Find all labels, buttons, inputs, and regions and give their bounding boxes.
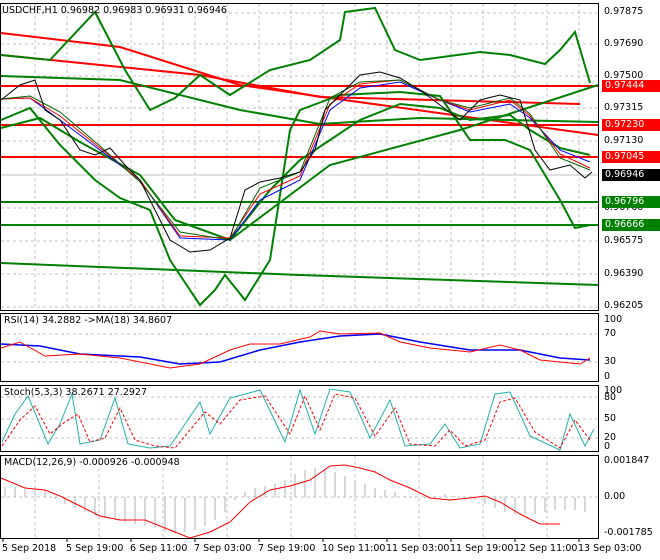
price-axis-label: 0.97315: [604, 102, 644, 113]
rsi-axis-label: 0: [604, 371, 611, 382]
time-axis-label: 5 Sep 19:00: [66, 543, 124, 554]
stoch-axis-label: 50: [604, 413, 617, 424]
time-axis-label: 13 Sep 03:00: [578, 543, 642, 554]
macd-label: MACD(12,26,9) -0.000926 -0.000948: [4, 457, 180, 468]
time-axis-label: 7 Sep 19:00: [258, 543, 316, 554]
macd-pane[interactable]: MACD(12,26,9) -0.000926 -0.000948 0.0018…: [0, 454, 660, 540]
time-axis-label: 12 Sep 11:00: [514, 543, 578, 554]
level-tag-resistance: 0.97045: [602, 151, 660, 163]
stoch-axis-label: 100: [604, 385, 623, 396]
time-axis-label: 10 Sep 11:00: [322, 543, 386, 554]
rsi-axis-label: 100: [604, 314, 623, 325]
price-axis-label: 0.96390: [604, 268, 644, 279]
price-axis-label: 0.96205: [604, 300, 644, 311]
price-chart-canvas: [0, 3, 599, 311]
rsi-axis-label: 30: [604, 356, 617, 367]
price-pane[interactable]: USDCHF,H1 0.96982 0.96983 0.96931 0.9694…: [0, 0, 660, 312]
level-tag-resistance: 0.97444: [602, 80, 660, 92]
time-axis-label: 7 Sep 03:00: [194, 543, 252, 554]
macd-axis-label: 0.00: [604, 491, 626, 502]
stoch-chart-canvas: [0, 385, 599, 452]
macd-chart-canvas: [0, 455, 599, 539]
stoch-axis-label: 0: [604, 441, 611, 452]
rsi-label: RSI(14) 34.2882 ->MA(18) 34.8607: [4, 315, 173, 326]
rsi-chart-canvas: [0, 313, 599, 382]
stochastic-pane[interactable]: Stoch(5,3,3) 38.2671 27.2927 100 80 50 2…: [0, 384, 660, 454]
time-axis-label: 6 Sep 11:00: [130, 543, 188, 554]
stoch-axis-label: 80: [604, 392, 617, 403]
symbol-title: USDCHF,H1 0.96982 0.96983 0.96931 0.9694…: [2, 5, 227, 16]
time-axis-label: 11 Sep 19:00: [450, 543, 514, 554]
current-price-tag: 0.96946: [602, 169, 660, 181]
stoch-axis-label: 20: [604, 432, 617, 443]
stoch-label: Stoch(5,3,3) 38.2671 27.2927: [4, 387, 148, 398]
price-axis-label: 0.97500: [604, 70, 644, 81]
rsi-pane[interactable]: RSI(14) 34.2882 ->MA(18) 34.8607 100 70 …: [0, 312, 660, 384]
level-tag-resistance: 0.97230: [602, 119, 660, 131]
macd-axis-label: -0.001785: [604, 527, 653, 538]
price-axis-label: 0.97875: [604, 6, 644, 17]
time-axis-label: 11 Sep 03:00: [386, 543, 450, 554]
macd-axis-label: 0.001847: [604, 455, 650, 466]
price-axis-label: 0.97690: [604, 38, 644, 49]
price-axis-label: 0.96575: [604, 235, 644, 246]
level-tag-support: 0.96666: [602, 219, 660, 231]
price-axis-label: 0.97130: [604, 135, 644, 146]
time-axis-label: 5 Sep 2018: [2, 543, 57, 554]
rsi-axis-label: 70: [604, 328, 617, 339]
level-tag-support: 0.96796: [602, 196, 660, 208]
